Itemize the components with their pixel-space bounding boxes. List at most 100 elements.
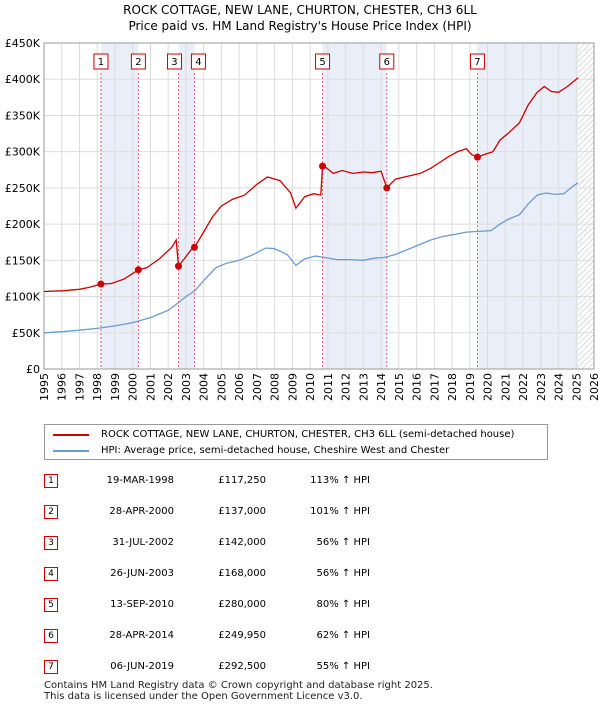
sale-number-box: [166, 53, 182, 70]
attribution-line-1: Contains HM Land Registry data © Crown c…: [44, 680, 433, 691]
sale-point: [190, 243, 198, 251]
chart-subtitle: Price paid vs. HM Land Registry's House …: [128, 19, 472, 33]
x-tick-label: 2003: [180, 373, 193, 401]
x-tick-label: 2024: [553, 373, 566, 401]
sale-price: £168,000: [218, 568, 266, 579]
ownership-period-band: [100, 43, 139, 369]
sale-point: [174, 262, 182, 270]
chart-legend: ROCK COTTAGE, NEW LANE, CHURTON, CHESTER…: [44, 424, 548, 460]
x-tick-label: 2006: [233, 373, 246, 401]
x-tick-label: 2012: [340, 373, 353, 401]
sale-number-label: 4: [195, 57, 201, 68]
y-tick-label: £400K: [5, 73, 41, 86]
table-row: 7 06-JUN-2019 £292,500 55% ↑ HPI: [0, 658, 600, 678]
sale-number-label: 7: [474, 57, 480, 68]
x-tick-label: 2014: [375, 373, 388, 401]
plot-border: [43, 42, 595, 370]
x-tick-label: 2010: [304, 373, 317, 401]
table-row: 2 28-APR-2000 £137,000 101% ↑ HPI: [0, 503, 600, 523]
table-row: 6 28-APR-2014 £249,950 62% ↑ HPI: [0, 627, 600, 647]
sale-date: 31-JUL-2002: [112, 537, 174, 548]
sale-number-box: [190, 53, 206, 70]
sale-date: 06-JUN-2019: [110, 661, 174, 672]
sale-number-badge: 7: [44, 660, 58, 674]
sale-number-badge: 6: [44, 629, 58, 643]
y-tick-label: £100K: [5, 291, 41, 304]
sale-point: [383, 184, 391, 192]
sale-date: 28-APR-2014: [109, 630, 174, 641]
legend-property-swatch: [53, 434, 89, 436]
sale-number-badge: 3: [44, 536, 58, 550]
x-tick-label: 2007: [251, 373, 264, 401]
price-chart: £0 £50K £100K £150K £200K £250K £300K £350K £400…: [5, 37, 600, 401]
x-tick-label: 2020: [482, 373, 495, 401]
x-tick-label: 2004: [198, 373, 211, 401]
legend-property-label: ROCK COTTAGE, NEW LANE, CHURTON, CHESTER…: [101, 429, 515, 440]
sale-number-badge: 2: [44, 505, 58, 519]
y-tick-label: £200K: [5, 218, 41, 231]
chart-title: ROCK COTTAGE, NEW LANE, CHURTON, CHESTER…: [123, 3, 477, 17]
x-tick-label: 1999: [109, 373, 122, 401]
ownership-period-band: [322, 43, 387, 369]
y-tick-label: £50K: [12, 327, 41, 340]
legend-hpi-swatch: [53, 450, 89, 452]
sale-number-box: [379, 53, 395, 70]
x-tick-label: 1998: [91, 373, 104, 401]
x-tick-label: 2022: [517, 373, 530, 401]
table-row: 3 31-JUL-2002 £142,000 56% ↑ HPI: [0, 534, 600, 554]
x-tick-label: 2026: [588, 373, 600, 401]
sale-hpi-change: 56% ↑ HPI: [316, 568, 370, 579]
sale-number-box: [315, 53, 331, 70]
y-tick-label: £350K: [5, 109, 41, 122]
x-tick-label: 2008: [269, 373, 282, 401]
sale-point: [319, 162, 327, 170]
x-tick-label: 2021: [499, 373, 512, 401]
table-row: 4 26-JUN-2003 £168,000 56% ↑ HPI: [0, 565, 600, 585]
sale-hpi-change: 55% ↑ HPI: [316, 661, 370, 672]
y-tick-label: £450K: [5, 37, 41, 50]
sale-number-badge: 4: [44, 567, 58, 581]
x-tick-label: 2001: [144, 373, 157, 401]
sale-point: [134, 266, 142, 274]
x-tick-label: 2016: [411, 373, 424, 401]
sale-number-label: 5: [319, 57, 325, 68]
sale-point: [97, 280, 105, 288]
ownership-period-band: [476, 43, 579, 369]
sale-hpi-change: 56% ↑ HPI: [316, 537, 370, 548]
x-tick-label: 2009: [286, 373, 299, 401]
sale-hpi-change: 62% ↑ HPI: [316, 630, 370, 641]
x-tick-label: 1995: [38, 373, 51, 401]
sale-price: £117,250: [218, 475, 266, 486]
sale-number-box: [469, 53, 485, 70]
sale-price: £249,950: [218, 630, 266, 641]
x-tick-label: 2011: [322, 373, 335, 401]
x-tick-label: 2000: [127, 373, 140, 401]
future-hatch-region: [578, 43, 594, 369]
sale-date: 28-APR-2000: [109, 506, 174, 517]
x-tick-label: 2025: [570, 373, 583, 401]
sale-hpi-change: 101% ↑ HPI: [310, 506, 370, 517]
sale-number-badge: 1: [44, 474, 58, 488]
sale-number-label: 6: [384, 57, 390, 68]
sale-price: £280,000: [218, 599, 266, 610]
x-tick-label: 1997: [73, 373, 86, 401]
y-tick-label: £150K: [5, 254, 41, 267]
sale-number-label: 1: [98, 57, 104, 68]
x-tick-label: 1996: [56, 373, 69, 401]
sale-number-box: [93, 53, 109, 70]
x-tick-label: 2015: [393, 373, 406, 401]
x-tick-label: 2017: [428, 373, 441, 401]
y-tick-label: £250K: [5, 182, 41, 195]
x-tick-label: 2005: [215, 373, 228, 401]
property-series-line: [43, 77, 579, 293]
sale-number-label: 3: [171, 57, 177, 68]
sale-price: £292,500: [218, 661, 266, 672]
sale-number-label: 2: [135, 57, 141, 68]
sale-hpi-change: 80% ↑ HPI: [316, 599, 370, 610]
sale-price: £142,000: [218, 537, 266, 548]
legend-hpi-label: HPI: Average price, semi-detached house,…: [101, 445, 450, 456]
y-tick-label: £300K: [5, 146, 41, 159]
sale-number-box: [130, 53, 146, 70]
sale-date: 26-JUN-2003: [110, 568, 174, 579]
sale-hpi-change: 113% ↑ HPI: [310, 475, 370, 486]
